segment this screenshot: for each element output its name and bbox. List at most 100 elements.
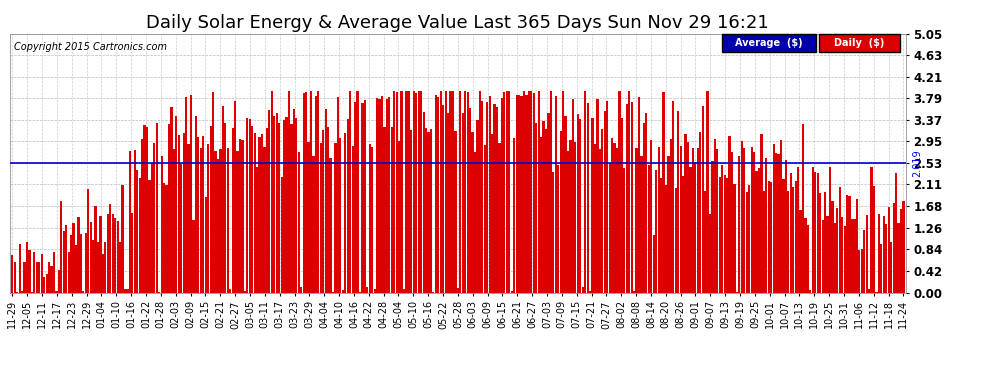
Bar — [396, 92, 398, 292]
Bar — [124, 289, 126, 292]
Bar — [471, 132, 473, 292]
Bar — [312, 156, 315, 292]
Bar — [187, 144, 190, 292]
Bar — [175, 116, 177, 292]
Bar — [743, 148, 745, 292]
Bar — [638, 97, 641, 292]
Bar — [122, 185, 124, 292]
Bar — [210, 126, 212, 292]
Bar — [787, 191, 789, 292]
Bar — [619, 91, 621, 292]
Bar — [77, 217, 79, 292]
Bar — [52, 252, 55, 292]
Bar — [647, 165, 649, 292]
Bar — [631, 102, 633, 292]
Bar — [665, 185, 667, 292]
Bar — [345, 134, 346, 292]
Text: Daily  ($): Daily ($) — [834, 38, 884, 48]
Bar — [543, 121, 545, 292]
Bar — [440, 91, 442, 292]
Bar — [721, 165, 724, 292]
Bar — [498, 143, 501, 292]
Bar — [557, 165, 559, 292]
Bar — [591, 118, 594, 292]
Bar — [745, 192, 747, 292]
Bar — [435, 95, 437, 292]
Bar — [393, 91, 395, 292]
Bar — [127, 289, 129, 292]
Bar — [67, 252, 69, 292]
Bar — [837, 209, 839, 292]
Bar — [295, 118, 297, 292]
Bar — [697, 148, 699, 292]
Bar — [386, 99, 388, 292]
Bar — [220, 149, 222, 292]
Bar — [709, 214, 711, 292]
Bar — [657, 147, 659, 292]
Bar — [82, 291, 84, 292]
Bar — [858, 250, 860, 292]
Bar — [584, 91, 586, 292]
Bar — [731, 152, 734, 292]
Bar — [139, 178, 141, 292]
Bar — [827, 216, 829, 292]
Bar — [893, 203, 895, 292]
Bar — [807, 225, 809, 292]
Bar — [868, 289, 870, 292]
Bar — [275, 113, 278, 292]
Bar — [14, 262, 16, 292]
Bar — [202, 136, 204, 292]
Bar — [574, 142, 576, 292]
Bar — [349, 91, 351, 292]
Bar — [21, 291, 23, 292]
Bar — [215, 151, 217, 292]
Bar — [340, 138, 342, 292]
Bar — [704, 191, 706, 292]
Bar — [726, 178, 729, 292]
Bar — [60, 201, 62, 292]
Bar — [258, 137, 260, 292]
Bar — [760, 134, 762, 292]
Bar — [772, 144, 775, 292]
Bar — [322, 130, 325, 292]
Bar — [190, 95, 192, 292]
Bar — [741, 141, 742, 292]
Bar — [902, 201, 905, 292]
Bar — [150, 163, 153, 292]
Bar — [526, 94, 528, 292]
Bar — [119, 242, 121, 292]
Bar — [24, 261, 26, 292]
Text: Average  ($): Average ($) — [736, 38, 803, 48]
Bar — [305, 92, 307, 292]
Bar — [552, 172, 554, 292]
Bar — [572, 99, 574, 292]
Bar — [888, 207, 890, 292]
Bar — [224, 123, 227, 292]
Bar — [273, 116, 275, 292]
Bar — [850, 219, 853, 292]
Bar — [650, 140, 652, 292]
Bar — [616, 148, 618, 292]
Bar — [242, 140, 244, 292]
Bar — [222, 106, 224, 292]
Bar — [44, 277, 46, 292]
Bar — [381, 96, 383, 292]
Bar — [89, 222, 92, 292]
Bar — [694, 162, 696, 292]
Bar — [674, 188, 677, 292]
Bar — [832, 201, 834, 292]
Bar — [780, 140, 782, 292]
Bar — [70, 235, 72, 292]
Bar — [636, 148, 638, 292]
Bar — [205, 197, 207, 292]
Bar — [163, 183, 165, 292]
Bar — [346, 119, 348, 292]
Bar — [839, 188, 841, 292]
Bar — [405, 91, 408, 292]
Bar — [601, 129, 604, 292]
Bar — [94, 206, 97, 292]
Bar — [748, 185, 750, 292]
Bar — [459, 92, 461, 292]
Bar — [229, 288, 232, 292]
Bar — [805, 218, 807, 292]
